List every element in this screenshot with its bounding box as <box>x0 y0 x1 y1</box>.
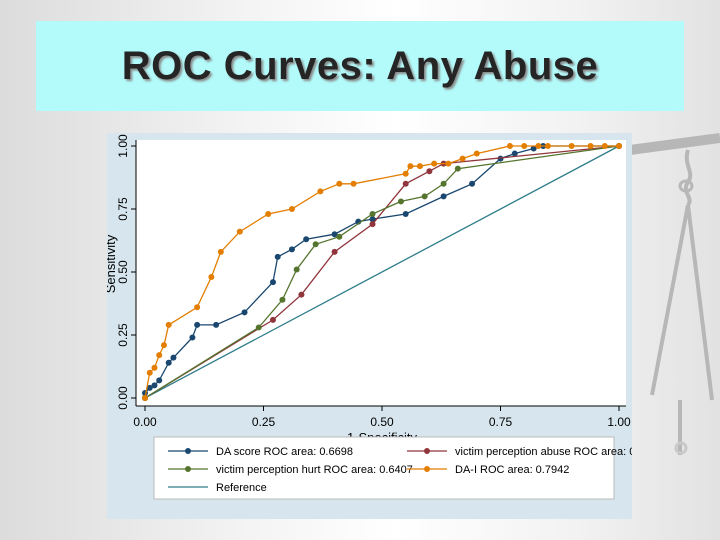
data-point <box>421 193 428 200</box>
data-point <box>587 143 594 149</box>
data-point <box>146 384 153 391</box>
data-point <box>402 211 409 218</box>
legend-swatch-marker <box>424 466 430 472</box>
data-point <box>317 188 324 195</box>
data-point <box>241 309 248 316</box>
data-point <box>511 150 518 157</box>
legend-swatch-marker <box>185 448 191 454</box>
data-point <box>426 168 433 175</box>
legend-box <box>153 436 615 500</box>
data-point <box>194 304 201 311</box>
data-point <box>194 321 201 328</box>
legend-entry-label: DA-I ROC area: 0.7942 <box>455 464 569 476</box>
series-line <box>144 145 620 399</box>
data-point <box>288 246 295 253</box>
legend-swatch-marker <box>424 448 430 454</box>
data-point <box>303 236 310 243</box>
data-point <box>146 369 153 376</box>
data-point <box>189 334 196 341</box>
y-tick-label: 1.00 <box>116 134 130 158</box>
data-point <box>213 321 220 328</box>
data-point <box>601 143 608 149</box>
slide-title-box: ROC Curves: Any Abuse <box>36 21 684 111</box>
y-tick-label: 0.50 <box>116 260 130 284</box>
data-point <box>431 160 438 167</box>
data-point <box>469 180 476 187</box>
x-tick-label: 1.00 <box>607 415 631 429</box>
data-point <box>274 253 281 260</box>
data-point <box>336 233 343 240</box>
legend-entry-label: victim perception abuse ROC area: 0.6361 <box>455 446 632 458</box>
data-point <box>454 165 461 172</box>
data-point <box>269 279 276 286</box>
data-point <box>217 248 224 255</box>
data-point <box>568 143 575 149</box>
data-point <box>440 193 447 200</box>
data-point <box>279 296 286 303</box>
roc-chart: 0.000.00 0.25 0.25 0.50 0.50 0.75 0.75 1.00 1.00… <box>107 134 632 500</box>
legend-entry-label: Reference <box>216 482 267 494</box>
data-point <box>506 143 513 149</box>
slide-title: ROC Curves: Any Abuse <box>121 43 599 88</box>
x-tick-label: 0.75 <box>489 415 513 429</box>
data-point <box>208 274 215 281</box>
data-point <box>416 163 423 170</box>
legend-entry-label: DA score ROC area: 0.6698 <box>216 446 353 458</box>
data-point <box>350 180 357 187</box>
data-point <box>402 180 409 187</box>
data-point <box>402 170 409 177</box>
data-point <box>369 221 376 228</box>
data-point <box>312 241 319 248</box>
data-point <box>156 377 163 384</box>
data-point <box>255 324 262 331</box>
legend-swatch-marker <box>185 466 191 472</box>
y-tick-label: 0.00 <box>116 386 130 410</box>
data-point <box>331 248 338 255</box>
data-point <box>530 145 537 152</box>
data-point <box>616 143 622 149</box>
data-point <box>151 382 158 389</box>
data-point <box>397 198 404 205</box>
data-point <box>165 359 172 366</box>
data-point <box>535 143 542 149</box>
series-line <box>144 145 620 399</box>
data-point <box>459 155 466 162</box>
data-point <box>369 216 376 223</box>
data-point <box>473 150 480 157</box>
data-point <box>160 342 167 349</box>
data-point <box>445 160 452 167</box>
data-point <box>265 211 272 218</box>
roc-chart-panel: 0.00 0.00 0.25 0.25 0.50 0.50 0.75 0.75 1.00 1.00… <box>107 133 632 519</box>
data-point <box>156 352 163 359</box>
x-tick-label: 0.25 <box>252 415 276 429</box>
data-point <box>151 364 158 371</box>
data-point <box>170 354 177 361</box>
data-point <box>293 266 300 273</box>
data-point <box>288 206 295 212</box>
data-point <box>331 231 338 238</box>
x-tick-label: 0.50 <box>370 415 394 429</box>
y-axis-label: Sensitivity <box>107 234 118 293</box>
data-point <box>336 180 343 187</box>
x-tick-label: 0.00 <box>133 415 157 429</box>
data-point <box>440 180 447 187</box>
data-point <box>521 143 528 149</box>
data-point <box>369 211 376 218</box>
data-point <box>142 395 148 401</box>
data-point <box>236 228 243 235</box>
data-point <box>407 163 414 170</box>
data-point <box>269 316 276 323</box>
data-point <box>544 143 551 149</box>
y-tick-label: 0.75 <box>116 197 130 221</box>
y-tick-label: 0.25 <box>116 323 130 347</box>
data-point <box>165 321 172 328</box>
data-point <box>298 291 305 298</box>
legend-entry-label: victim perception hurt ROC area: 0.6407 <box>216 464 413 476</box>
